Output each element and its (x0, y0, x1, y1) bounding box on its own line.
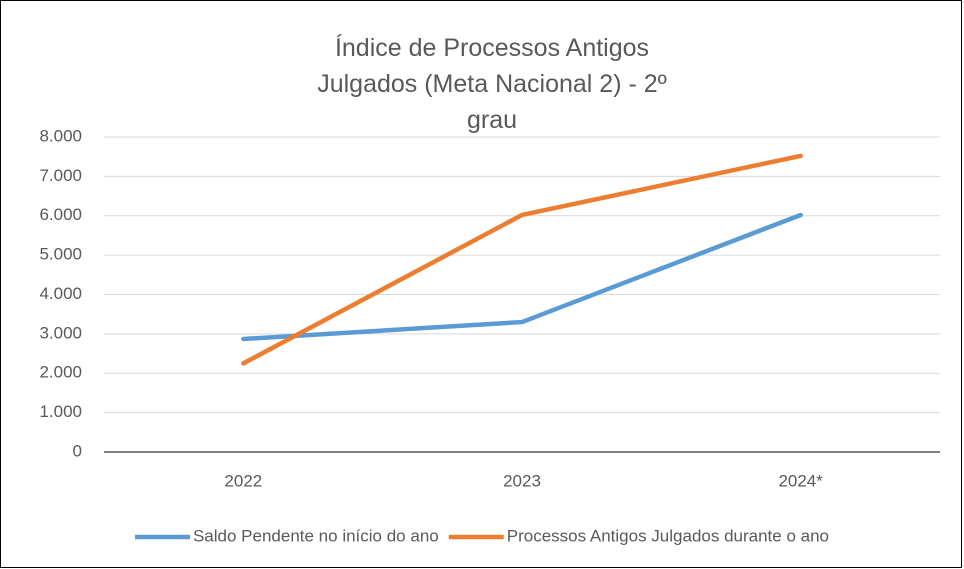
y-tick-label: 0 (73, 441, 82, 460)
chart-title: Índice de Processos Antigos Julgados (Me… (317, 34, 667, 134)
legend-label: Saldo Pendente no início do ano (193, 526, 439, 545)
y-tick-label: 1.000 (39, 402, 82, 421)
y-tick-label: 2.000 (39, 363, 82, 382)
x-tick-label: 2024* (778, 471, 823, 490)
y-tick-label: 6.000 (39, 205, 82, 224)
y-tick-label: 8.000 (39, 126, 82, 145)
x-tick-label: 2023 (503, 471, 541, 490)
series-line (241, 153, 803, 366)
y-tick-label: 4.000 (39, 284, 82, 303)
series-line (241, 212, 803, 342)
y-tick-label: 7.000 (39, 166, 82, 185)
y-tick-label: 3.000 (39, 323, 82, 342)
x-tick-label: 2022 (224, 471, 262, 490)
y-tick-label: 5.000 (39, 245, 82, 264)
legend-label: Processos Antigos Julgados durante o ano (507, 526, 829, 545)
